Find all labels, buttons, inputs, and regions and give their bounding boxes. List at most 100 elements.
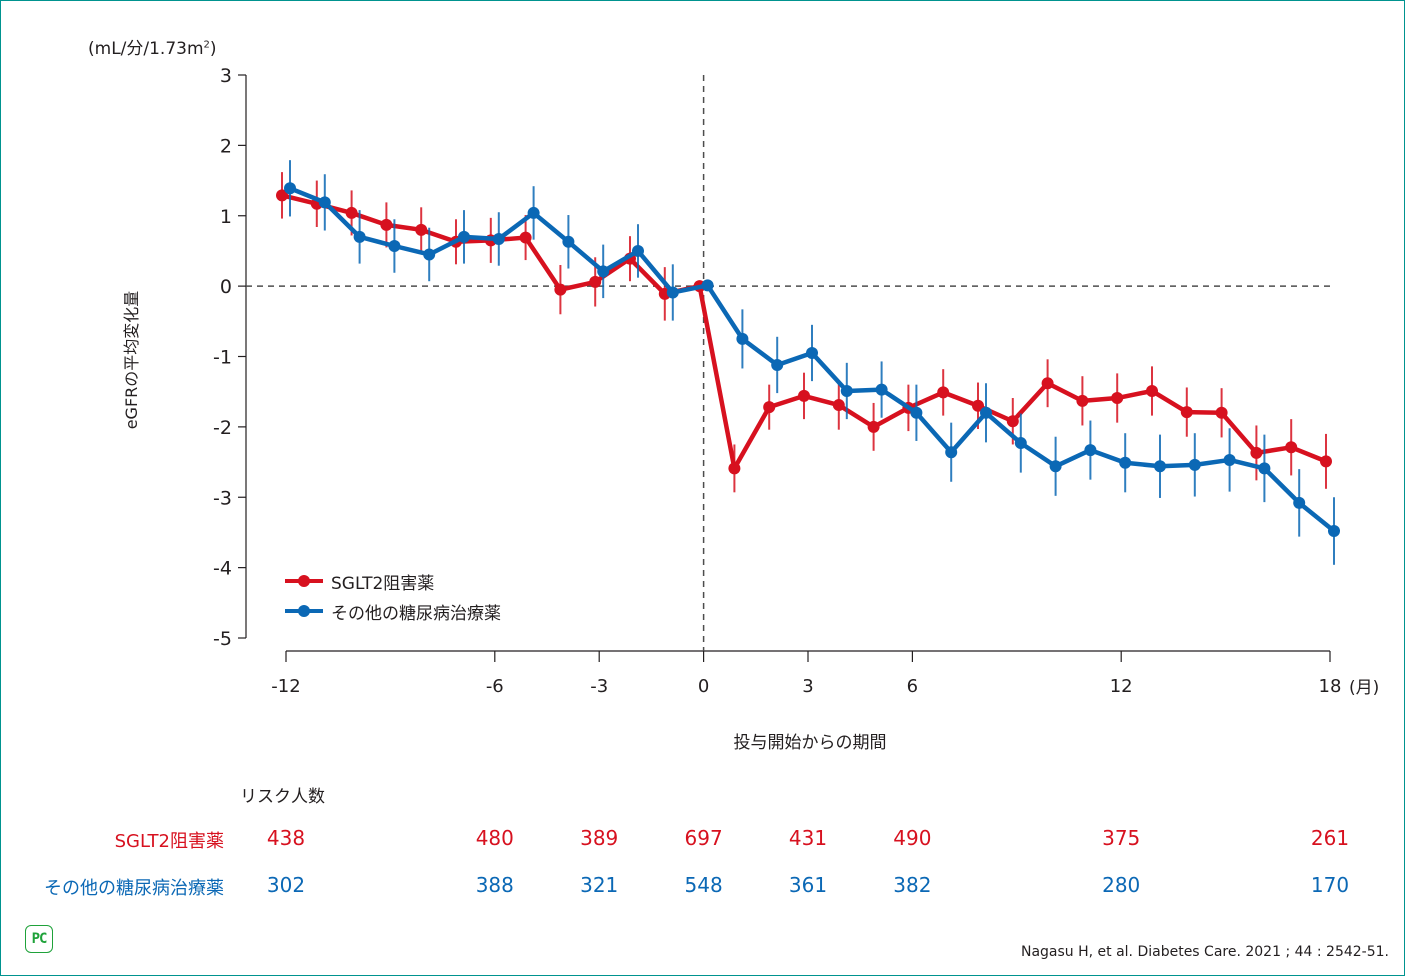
y-tick-label: 1 [220, 206, 232, 228]
risk-count: 361 [788, 873, 828, 897]
data-point [1250, 446, 1263, 459]
risk-count: 382 [893, 873, 932, 897]
data-point [840, 384, 853, 397]
reference-lines [246, 75, 1335, 651]
risk-count: 170 [1310, 873, 1350, 897]
y-tick-label: -4 [213, 558, 232, 580]
citation: Nagasu H, et al. Diabetes Care. 2021 ; 4… [1020, 944, 1389, 960]
y-tick-label: 0 [220, 276, 232, 298]
data-point [798, 389, 810, 402]
y-tick-label: -1 [213, 347, 232, 369]
data-point [388, 240, 401, 253]
risk-count: 280 [1102, 873, 1141, 897]
data-point [1014, 437, 1027, 450]
data-point [806, 346, 818, 359]
y-tick-label: -2 [213, 417, 232, 439]
risk-count: 389 [580, 826, 619, 850]
risk-row-label: SGLT2阻害薬 [114, 831, 224, 852]
legend-item-sglt2: SGLT2阻害薬 [285, 566, 501, 596]
data-point [1320, 455, 1332, 468]
risk-count: 697 [684, 826, 723, 850]
y-tick-label: 3 [220, 65, 232, 87]
risk-count: 438 [266, 826, 306, 850]
data-point [345, 206, 358, 219]
data-point [1293, 496, 1306, 509]
risk-count: 431 [788, 826, 828, 850]
risk-count: 375 [1102, 826, 1141, 850]
data-point [875, 383, 888, 396]
y-tick-label: -5 [213, 628, 232, 650]
data-point [492, 232, 505, 245]
data-point [972, 399, 984, 412]
legend: SGLT2阻害薬 その他の糖尿病治療薬 [285, 566, 501, 626]
data-point [736, 332, 749, 345]
pc-logo: PC [25, 925, 53, 953]
data-point [701, 279, 714, 292]
x-tick-label: -3 [590, 676, 608, 697]
data-point [589, 275, 602, 288]
data-point [1049, 460, 1062, 473]
y-tick-label: -3 [213, 487, 232, 509]
data-point [1258, 462, 1271, 475]
legend-label-sglt2: SGLT2阻害薬 [331, 573, 435, 594]
risk-count: 388 [475, 873, 514, 897]
x-axis-label: 投与開始からの期間 [733, 733, 887, 753]
data-point [1119, 456, 1132, 469]
risk-count: 321 [580, 873, 619, 897]
data-point [458, 230, 470, 243]
data-point [1111, 392, 1124, 405]
y-axis-label: eGFRの平均変化量 [122, 290, 141, 430]
data-point [1041, 377, 1054, 390]
data-point [1076, 394, 1089, 407]
data-point [318, 196, 331, 209]
data-point [980, 406, 992, 419]
risk-table-title: リスク人数 [240, 787, 325, 807]
risk-count: 302 [266, 873, 306, 897]
legend-label-other: その他の糖尿病治療薬 [331, 603, 501, 624]
data-point [353, 230, 366, 243]
data-point [423, 248, 436, 261]
data-point [554, 283, 567, 296]
data-point [527, 206, 540, 219]
data-point [666, 286, 679, 299]
risk-count: 490 [893, 826, 932, 850]
data-point [1084, 444, 1097, 457]
data-point [632, 244, 644, 257]
data-point [771, 358, 784, 371]
x-tick-label: 12 [1110, 676, 1133, 697]
data-point [597, 265, 610, 278]
data-point [1188, 458, 1201, 471]
x-tick-label: 0 [698, 676, 709, 697]
data-point [910, 406, 923, 419]
series-sglt2 [276, 172, 1332, 493]
risk-row-label: その他の糖尿病治療薬 [44, 878, 224, 899]
data-point [1146, 384, 1158, 397]
risk-count: 261 [1310, 826, 1350, 850]
data-point [1328, 525, 1340, 538]
x-tick-label: -6 [486, 676, 504, 697]
data-point [1006, 415, 1019, 428]
risk-count: 480 [475, 826, 514, 850]
legend-swatch-other [285, 605, 323, 617]
data-point [1285, 441, 1298, 454]
legend-swatch-sglt2 [285, 575, 323, 587]
x-tick-label: 3 [802, 676, 813, 697]
data-point [380, 218, 393, 231]
y-tick-label: 2 [220, 135, 232, 157]
series-layer [276, 160, 1340, 565]
series-other [284, 160, 1340, 565]
data-point [562, 235, 575, 248]
data-point [937, 386, 950, 399]
y-axis-unit: (mL/分/1.73m2) [88, 39, 217, 59]
x-axis-unit: (月) [1349, 678, 1380, 698]
data-point [728, 462, 741, 475]
data-point [1180, 406, 1193, 419]
data-point [1215, 406, 1228, 419]
legend-item-other: その他の糖尿病治療薬 [285, 596, 501, 626]
data-point [763, 401, 776, 414]
data-point [1223, 453, 1236, 466]
data-point [1154, 460, 1166, 473]
axes: 3 2 1 0 -1 -2 -3 -4 -5 -12 -6 -3 0 3 6 12 18 [213, 65, 1341, 697]
data-point [415, 223, 428, 236]
